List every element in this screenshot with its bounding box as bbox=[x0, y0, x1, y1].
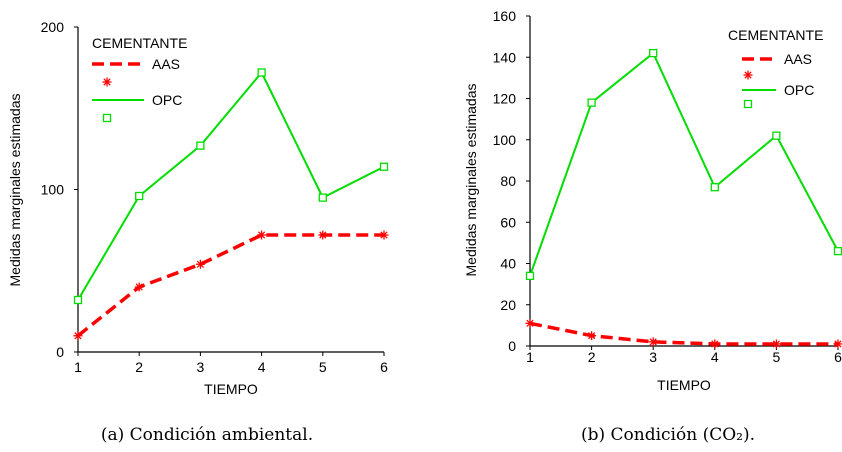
data-point-aas bbox=[257, 230, 267, 240]
x-tick-label: 6 bbox=[834, 349, 842, 365]
series-line-opc bbox=[77, 70, 385, 301]
legend-label-opc: OPC bbox=[152, 92, 182, 108]
legend-label-aas: AAS bbox=[152, 56, 180, 72]
series-line-aas bbox=[76, 233, 384, 338]
x-tick-label: 5 bbox=[319, 359, 327, 375]
x-tick-label: 4 bbox=[711, 349, 719, 365]
y-tick-label: 20 bbox=[500, 297, 516, 313]
data-point-opc bbox=[73, 295, 83, 305]
data-point-opc bbox=[833, 246, 842, 256]
data-point-aas bbox=[73, 331, 83, 341]
caption-a: (a) Condición ambiental. bbox=[101, 425, 313, 445]
series-line-opc bbox=[529, 51, 839, 277]
legend-marker-opc bbox=[743, 99, 753, 109]
series-line-aas bbox=[529, 321, 838, 346]
data-point-aas bbox=[587, 331, 597, 341]
legend-marker-aas bbox=[743, 70, 753, 80]
data-point-opc bbox=[649, 48, 658, 58]
chart-panel-a: 1 2 3 4 5 6 0 100 200 TIEMPO Medidas marginales es… bbox=[7, 19, 389, 397]
x-tick-label: 1 bbox=[526, 349, 534, 365]
data-point-opc bbox=[587, 98, 596, 107]
data-point-aas bbox=[771, 339, 781, 349]
y-tick-label: 200 bbox=[41, 19, 65, 35]
x-tick-label: 2 bbox=[135, 359, 143, 375]
y-tick-label: 160 bbox=[493, 8, 517, 24]
y-tick-label: 40 bbox=[500, 256, 516, 272]
x-axis-label: TIEMPO bbox=[657, 377, 711, 393]
data-point-aas bbox=[833, 339, 842, 349]
x-tick-label: 2 bbox=[588, 349, 596, 365]
x-tick-label: 3 bbox=[649, 349, 657, 365]
data-point-aas bbox=[195, 259, 205, 269]
legend-marker-aas bbox=[102, 77, 112, 87]
data-point-aas bbox=[648, 337, 658, 347]
y-tick-label: 120 bbox=[493, 91, 517, 107]
data-point-opc bbox=[710, 183, 719, 192]
caption-b: (b) Condición (CO₂). bbox=[581, 425, 755, 445]
legend: CEMENTANTE AAS OPC bbox=[92, 35, 187, 123]
x-axis-label: TIEMPO bbox=[204, 381, 258, 397]
data-point-opc bbox=[135, 191, 144, 201]
data-point-aas bbox=[379, 230, 389, 240]
legend-label-aas: AAS bbox=[784, 51, 812, 67]
data-point-aas bbox=[134, 282, 144, 292]
legend-label-opc: OPC bbox=[784, 82, 814, 98]
y-tick-label: 0 bbox=[56, 344, 64, 360]
x-tick-label: 6 bbox=[380, 359, 388, 375]
x-tick-label: 3 bbox=[197, 359, 205, 375]
data-point-aas bbox=[318, 230, 328, 240]
data-point-opc bbox=[196, 141, 205, 150]
y-axis-label: Medidas marginales estimadas bbox=[463, 84, 479, 277]
y-axis-label: Medidas marginales estimadas bbox=[7, 94, 23, 287]
data-point-aas bbox=[710, 339, 720, 349]
data-point-opc bbox=[772, 131, 781, 140]
y-tick-label: 80 bbox=[500, 173, 516, 189]
y-tick-label: 100 bbox=[493, 132, 517, 148]
legend-title: CEMENTANTE bbox=[728, 27, 823, 43]
legend-marker-opc bbox=[102, 113, 112, 123]
y-tick-label: 100 bbox=[41, 182, 65, 198]
x-tick-label: 5 bbox=[773, 349, 781, 365]
legend-title: CEMENTANTE bbox=[92, 35, 187, 51]
y-tick-label: 0 bbox=[508, 338, 516, 354]
data-point-opc bbox=[257, 68, 266, 77]
y-tick-label: 60 bbox=[500, 214, 516, 230]
x-tick-label: 1 bbox=[74, 359, 82, 375]
legend: CEMENTANTE AAS OPC bbox=[728, 27, 823, 109]
data-point-aas bbox=[525, 318, 535, 328]
data-point-opc bbox=[525, 271, 535, 281]
x-tick-label: 4 bbox=[258, 359, 266, 375]
y-tick-label: 140 bbox=[493, 49, 517, 65]
chart-panel-b: 1 2 3 4 5 6020406080100120140160TIEMPOMedidas… bbox=[463, 8, 842, 393]
data-point-opc bbox=[318, 193, 327, 202]
data-point-opc bbox=[379, 162, 389, 171]
